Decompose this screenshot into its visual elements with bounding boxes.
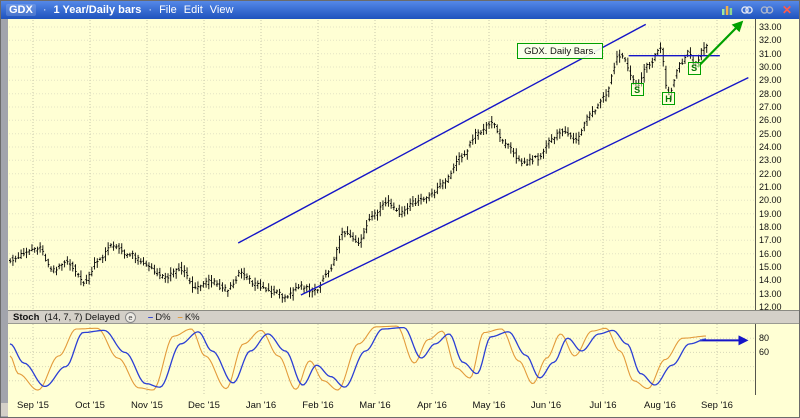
price-axis-label: 26.00 — [759, 115, 782, 126]
price-axis-label: 17.00 — [759, 235, 782, 246]
price-axis-label: 23.00 — [759, 155, 782, 166]
x-axis-label: Dec '15 — [188, 400, 220, 411]
price-axis-label: 30.00 — [759, 61, 782, 72]
symbol-label[interactable]: GDX — [6, 4, 36, 16]
annotation-note-box[interactable]: GDX. Daily Bars. — [517, 43, 603, 59]
price-axis-label: 31.00 — [759, 48, 782, 59]
link-glyph — [741, 6, 753, 14]
axis-separator — [755, 19, 756, 395]
price-panel — [8, 19, 799, 310]
legend-K[interactable]: – K% — [177, 311, 200, 323]
indicator-header: Stoch (14, 7, 7) Delayed e – D% – K% — [8, 310, 799, 324]
x-axis-label: Jul '16 — [589, 400, 617, 411]
menu-file[interactable]: File — [159, 4, 177, 16]
link-broken-glyph — [760, 6, 774, 14]
pattern-label-s[interactable]: S — [630, 83, 644, 97]
pattern-label-h[interactable]: H — [662, 92, 676, 106]
x-axis-label: Sep '15 — [17, 400, 49, 411]
price-axis-label: 25.00 — [759, 128, 782, 139]
titlebar-icons: ✕ — [720, 4, 794, 17]
price-axis-label: 32.00 — [759, 35, 782, 46]
price-axis-label: 12.00 — [759, 301, 782, 312]
x-axis-label: Jun '16 — [530, 400, 562, 411]
price-axis-label: 13.00 — [759, 288, 782, 299]
x-axis-label: Sep '16 — [701, 400, 733, 411]
pattern-label-s[interactable]: S — [687, 61, 701, 75]
chart-style-icon[interactable] — [720, 4, 734, 17]
price-axis-label: 27.00 — [759, 101, 782, 112]
indicator-params[interactable]: (14, 7, 7) Delayed — [44, 311, 120, 323]
price-axis-label: 33.00 — [759, 22, 782, 32]
link-icon[interactable] — [740, 4, 754, 17]
price-axis-label: 22.00 — [759, 168, 782, 179]
x-axis-label: Feb '16 — [302, 400, 334, 411]
price-axis-label: 28.00 — [759, 88, 782, 99]
x-axis-label: Jan '16 — [245, 400, 277, 411]
x-axis-label: Aug '16 — [644, 400, 676, 411]
timeframe-label[interactable]: 1 Year/Daily bars — [53, 4, 142, 16]
stoch-axis-label: 60 — [759, 347, 770, 358]
menu-edit[interactable]: Edit — [183, 4, 203, 16]
x-axis-label: Oct '15 — [75, 400, 105, 411]
close-icon[interactable]: ✕ — [781, 3, 793, 17]
price-axis-label: 20.00 — [759, 195, 782, 206]
left-border-strip — [1, 19, 8, 417]
x-axis-label: Nov '15 — [131, 400, 163, 411]
x-axis-label: Apr '16 — [417, 400, 447, 411]
menu-view[interactable]: View — [209, 4, 234, 16]
stoch-axis-label: 80 — [759, 333, 770, 344]
x-axis-strip — [8, 395, 799, 417]
price-axis-label: 18.00 — [759, 221, 782, 232]
separator-dot: · — [42, 4, 47, 16]
indicator-name[interactable]: Stoch — [13, 311, 40, 323]
edit-indicator-icon[interactable]: e — [124, 311, 136, 323]
titlebar: GDX · 1 Year/Daily bars · File Edit View — [1, 1, 799, 19]
separator-dot: · — [148, 4, 153, 16]
price-axis-label: 19.00 — [759, 208, 782, 219]
x-axis-label: Mar '16 — [359, 400, 391, 411]
price-axis-label: 15.00 — [759, 261, 782, 272]
chart-style-glyph — [722, 5, 733, 15]
resize-grip — [1, 403, 8, 416]
link-broken-icon[interactable] — [760, 4, 774, 17]
price-axis-label: 16.00 — [759, 248, 782, 259]
price-axis-label: 29.00 — [759, 75, 782, 86]
x-axis-label: May '16 — [472, 400, 506, 411]
stoch-panel — [8, 324, 799, 395]
price-axis-label: 21.00 — [759, 181, 782, 192]
price-axis-label: 24.00 — [759, 141, 782, 152]
price-axis-label: 14.00 — [759, 275, 782, 286]
indicator-legend: – D% – K% — [141, 312, 200, 323]
legend-D[interactable]: – D% — [147, 311, 171, 323]
